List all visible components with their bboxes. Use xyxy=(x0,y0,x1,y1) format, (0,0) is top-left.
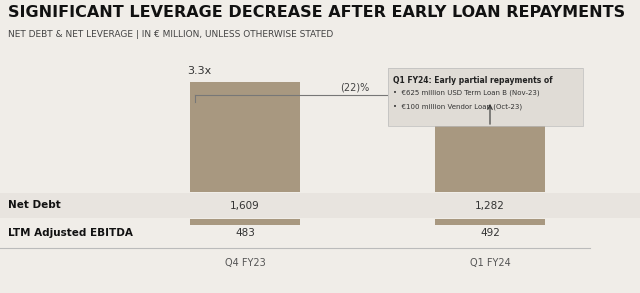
Bar xyxy=(190,82,300,192)
Text: SIGNIFICANT LEVERAGE DECREASE AFTER EARLY LOAN REPAYMENTS: SIGNIFICANT LEVERAGE DECREASE AFTER EARL… xyxy=(8,5,625,20)
Bar xyxy=(435,219,545,225)
Bar xyxy=(190,219,300,225)
Bar xyxy=(0,193,640,218)
Text: 1,282: 1,282 xyxy=(475,200,505,210)
Text: Net Debt: Net Debt xyxy=(8,200,61,210)
Text: NET DEBT & NET LEVERAGE | IN € MILLION, UNLESS OTHERWISE STATED: NET DEBT & NET LEVERAGE | IN € MILLION, … xyxy=(8,30,333,39)
Text: Q4 FY23: Q4 FY23 xyxy=(225,258,266,268)
Text: •  €100 million Vendor Loan (Oct-23): • €100 million Vendor Loan (Oct-23) xyxy=(393,104,522,110)
Text: Q1 FY24: Early partial repayments of: Q1 FY24: Early partial repayments of xyxy=(393,76,552,85)
Text: LTM Adjusted EBITDA: LTM Adjusted EBITDA xyxy=(8,228,133,238)
Bar xyxy=(388,68,583,126)
Text: 1,609: 1,609 xyxy=(230,200,260,210)
Text: Q1 FY24: Q1 FY24 xyxy=(470,258,510,268)
Text: 492: 492 xyxy=(480,228,500,238)
Bar xyxy=(388,68,583,126)
Text: •  €625 million USD Term Loan B (Nov-23): • €625 million USD Term Loan B (Nov-23) xyxy=(393,90,540,96)
Text: 483: 483 xyxy=(235,228,255,238)
Bar xyxy=(0,218,640,248)
Text: 3.3x: 3.3x xyxy=(187,66,211,76)
Bar xyxy=(435,104,545,192)
Text: (22)%: (22)% xyxy=(340,82,370,92)
Text: 2.6x: 2.6x xyxy=(432,88,456,98)
